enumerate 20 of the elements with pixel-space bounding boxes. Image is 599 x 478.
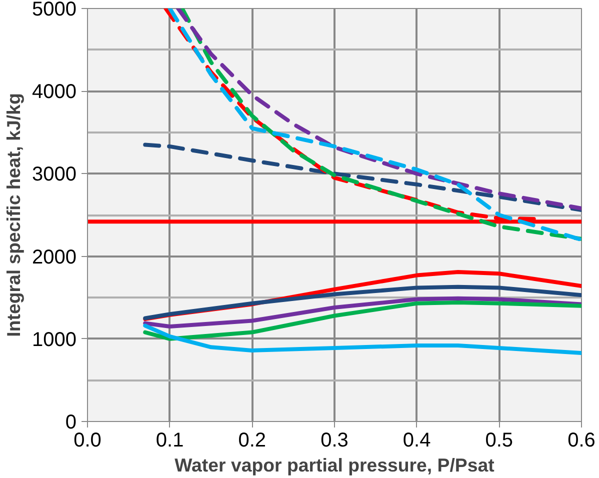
x-tick-label: 0.4 — [402, 430, 431, 452]
x-tick-label: 0.0 — [74, 430, 102, 452]
x-tick-label: 0.6 — [568, 430, 596, 452]
x-tick-label: 0.2 — [238, 430, 266, 452]
y-tick-label: 2000 — [32, 246, 77, 268]
line-series — [143, 324, 582, 355]
y-tick-label: 4000 — [32, 81, 77, 104]
line-series — [143, 300, 582, 341]
y-tick-label: 5000 — [32, 0, 77, 20]
line-series — [143, 284, 582, 320]
x-tick-label: 0.3 — [320, 430, 348, 452]
y-tick-label: 1000 — [32, 328, 77, 351]
x-axis-title: Water vapor partial pressure, P/Psat — [174, 454, 494, 476]
x-tick-label: 0.5 — [485, 430, 514, 452]
y-tick-label: 0 — [65, 412, 76, 434]
line-series — [143, 142, 582, 212]
y-tick-label: 3000 — [32, 164, 77, 186]
y-axis-title: Integral specific heat, kJ/kg — [3, 93, 24, 337]
x-tick-label: 0.1 — [156, 430, 184, 452]
line-series — [143, 296, 582, 329]
